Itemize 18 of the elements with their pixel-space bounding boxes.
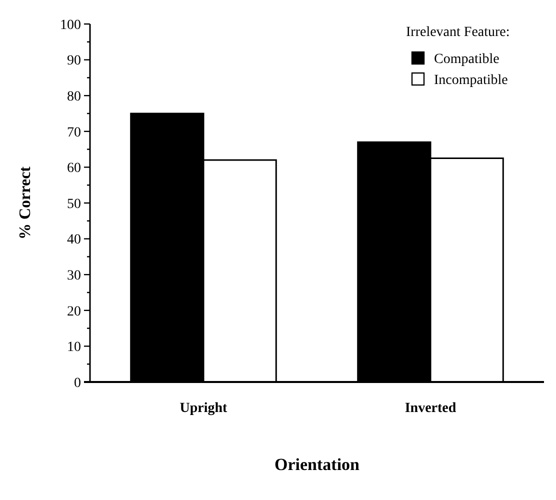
y-tick-label: 80 <box>67 90 81 104</box>
y-tick-label: 70 <box>67 125 81 140</box>
y-tick-label: 20 <box>67 304 81 320</box>
legend-title: Irrelevant Feature: <box>406 25 510 40</box>
legend-label: Incompatible <box>434 72 508 88</box>
x-tick-label: Upright <box>180 401 228 416</box>
y-tick-label: 90 <box>67 54 81 69</box>
x-axis-title: Orientation <box>274 455 360 474</box>
y-axis-title: % Correct <box>17 166 34 240</box>
x-tick-label: Inverted <box>404 401 456 416</box>
y-tick-label: 40 <box>67 232 81 248</box>
y-tick-label: 30 <box>67 268 81 284</box>
y-tick-label: 0 <box>74 376 81 391</box>
y-tick-label: 100 <box>60 18 81 33</box>
y-tick-label: 60 <box>67 161 81 176</box>
y-tick-label: 50 <box>67 196 81 212</box>
y-tick-label: 10 <box>67 340 81 356</box>
legend-label: Compatible <box>434 52 500 67</box>
